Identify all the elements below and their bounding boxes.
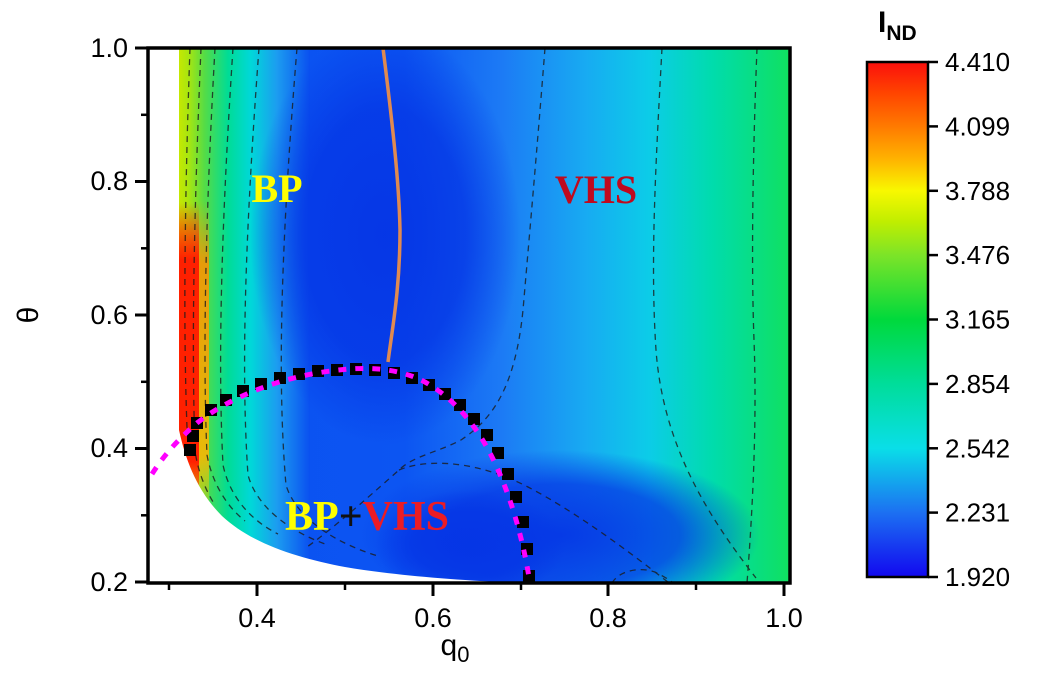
colorbar-tick-label: 4.099: [945, 111, 1010, 141]
x-axis-ticks: [167, 583, 786, 596]
blue-valley-upper: [250, 48, 520, 445]
x-axis-title-sub: 0: [457, 642, 469, 667]
colorbar-ticks: [928, 60, 938, 579]
colorbar-tick-label: 2.854: [945, 369, 1010, 399]
blue-valley-lower-left: [375, 490, 565, 583]
contour-line: [243, 48, 326, 545]
contour-line: [219, 48, 279, 535]
square-marker: [312, 365, 324, 377]
x-tick-labels: 0.4 0.6 0.8 1.0: [238, 603, 803, 633]
y-axis-ticks: [135, 46, 148, 584]
colorbar-tick-label: 4.410: [945, 47, 1010, 77]
contour-line: [184, 48, 191, 429]
colorbar-tick-label: 3.788: [945, 176, 1010, 206]
square-marker: [517, 516, 529, 528]
contour-line: [280, 48, 379, 557]
y-tick-label: 0.4: [90, 433, 128, 463]
contour-line: [611, 568, 674, 583]
colorbar-tick-label: 2.542: [945, 433, 1010, 463]
square-marker: [187, 430, 199, 442]
square-marker: [454, 399, 466, 411]
colorbar: IND 4.410 4.099 3.788 3.476 3.165 2.854 …: [865, 6, 1010, 592]
y-tick-label: 0.8: [90, 166, 128, 196]
colorbar-tick-label: 3.476: [945, 240, 1010, 270]
y-tick-labels: 1.0 0.8 0.6 0.4 0.2: [90, 33, 128, 597]
contour-field: BP VHS BP+VHS: [148, 48, 790, 583]
region-label-bp-vhs-plus: +: [339, 494, 363, 540]
no-data-region: [148, 48, 520, 583]
x-tick-label: 1.0: [765, 603, 803, 633]
y-tick-label: 1.0: [90, 33, 128, 63]
contour-line: [398, 462, 670, 583]
contour-line: [652, 48, 757, 579]
colorbar-tick-label: 3.165: [945, 305, 1010, 335]
contour-line: [746, 48, 758, 583]
contour-line: [306, 48, 546, 548]
y-tick-label: 0.6: [90, 300, 128, 330]
contour-line: [204, 48, 246, 522]
square-marker: [331, 364, 343, 376]
contour-line: [192, 48, 216, 506]
contour-lines: [184, 48, 758, 583]
y-axis-title: θ: [12, 307, 45, 324]
x-axis-title-main: q: [441, 629, 458, 662]
square-marker: [184, 444, 196, 456]
region-label-vhs: VHS: [555, 167, 637, 212]
region-label-bp: BP: [251, 166, 302, 211]
colorbar-title-main: I: [878, 6, 886, 39]
square-marker: [502, 468, 514, 480]
colorbar-title: IND: [878, 6, 917, 45]
region-label-bp-vhs-bp: BP: [285, 494, 339, 540]
colorbar-tick-label: 2.231: [945, 498, 1010, 528]
phase-boundary-magenta: [149, 365, 533, 583]
y-tick-label: 0.2: [90, 567, 128, 597]
x-tick-label: 0.4: [238, 603, 276, 633]
colorbar-gradient: [865, 60, 930, 579]
square-marker: [468, 413, 480, 425]
square-marker: [510, 491, 522, 503]
x-tick-label: 0.8: [589, 603, 627, 633]
x-axis-title: q0: [441, 629, 470, 667]
ridge-line-orange: [381, 48, 402, 363]
region-label-bp-vhs-vhs: VHS: [363, 494, 449, 540]
colorbar-title-sub: ND: [886, 22, 916, 45]
region-label-bp-vhs: BP+VHS: [285, 494, 449, 540]
x-tick-label: 0.6: [414, 603, 452, 633]
colorbar-tick-label: 1.920: [945, 562, 1010, 592]
colorbar-tick-labels: 4.410 4.099 3.788 3.476 3.165 2.854 2.54…: [945, 47, 1010, 592]
square-marker: [293, 368, 305, 380]
square-marker: [492, 447, 504, 459]
